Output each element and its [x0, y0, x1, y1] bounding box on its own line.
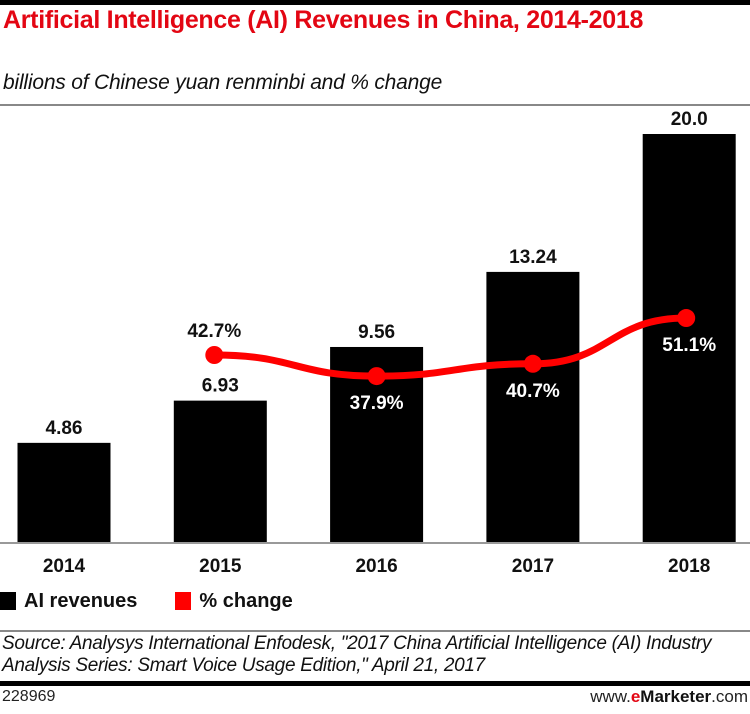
subtitle-divider [0, 104, 750, 106]
bar-value-label-2014: 4.86 [46, 418, 83, 439]
chart-id: 228969 [2, 688, 56, 705]
x-tick-label-2015: 2015 [199, 556, 242, 577]
percent-change-point-2018 [677, 309, 696, 328]
top-rule [0, 0, 750, 5]
brand-e: e [630, 687, 641, 706]
legend: AI revenues % change [0, 586, 331, 616]
percent-change-label-2018: 51.1% [662, 335, 716, 356]
chart-title: Artificial Intelligence (AI) Revenues in… [3, 6, 644, 34]
percent-change-label-2017: 40.7% [506, 381, 560, 402]
x-tick-labels: 2014 2015 2016 2017 2018 [43, 556, 710, 577]
chart-subtitle: billions of Chinese yuan renminbi and % … [3, 71, 443, 94]
source-divider [0, 630, 750, 632]
legend-swatch-ai-revenues [0, 592, 16, 610]
brand-name: Marketer [640, 687, 712, 706]
percent-change-label-2016: 37.9% [350, 393, 404, 414]
line-layer [205, 309, 696, 386]
brand-prefix: www. [590, 687, 631, 706]
x-tick-label-2016: 2016 [355, 556, 397, 577]
percent-change-point-2017 [523, 354, 542, 373]
source-note: Source: Analysys International Enfodesk,… [2, 633, 712, 676]
legend-label: % change [199, 589, 293, 612]
brand-logo: www.eMarketer.com [590, 687, 748, 707]
bar-2015 [173, 400, 267, 542]
percent-change-label-2015: 42.7% [187, 321, 241, 342]
legend-swatch-percent-change [175, 592, 192, 610]
brand-suffix: .com [711, 687, 748, 706]
x-tick-label-2014: 2014 [43, 556, 86, 577]
bar-value-label-2016: 9.56 [358, 322, 395, 343]
bar-value-label-2015: 6.93 [202, 376, 239, 397]
percent-change-point-2015 [205, 346, 224, 364]
labels-layer: 4.86 6.93 9.56 13.24 20.0 42.7% 37.9% 40.7% 51.1… [46, 109, 717, 439]
bar-2017 [486, 271, 580, 542]
bar-value-label-2017: 13.24 [509, 247, 557, 268]
bar-value-label-2018: 20.0 [671, 109, 708, 130]
bar-2014 [17, 442, 111, 542]
x-tick-label-2018: 2018 [668, 556, 710, 577]
legend-item-ai-revenues: AI revenues [0, 590, 137, 613]
bottom-rule [0, 681, 750, 686]
percent-change-point-2016 [367, 367, 386, 386]
legend-label: AI revenues [24, 589, 138, 612]
legend-item-percent-change: % change [175, 589, 293, 613]
x-tick-label-2017: 2017 [512, 556, 554, 577]
chart-area: 4.86 6.93 9.56 13.24 20.0 42.7% 37.9% 40.7% 51.1… [0, 109, 750, 577]
bar-2018 [642, 134, 736, 542]
percent-change-line [210, 314, 690, 380]
